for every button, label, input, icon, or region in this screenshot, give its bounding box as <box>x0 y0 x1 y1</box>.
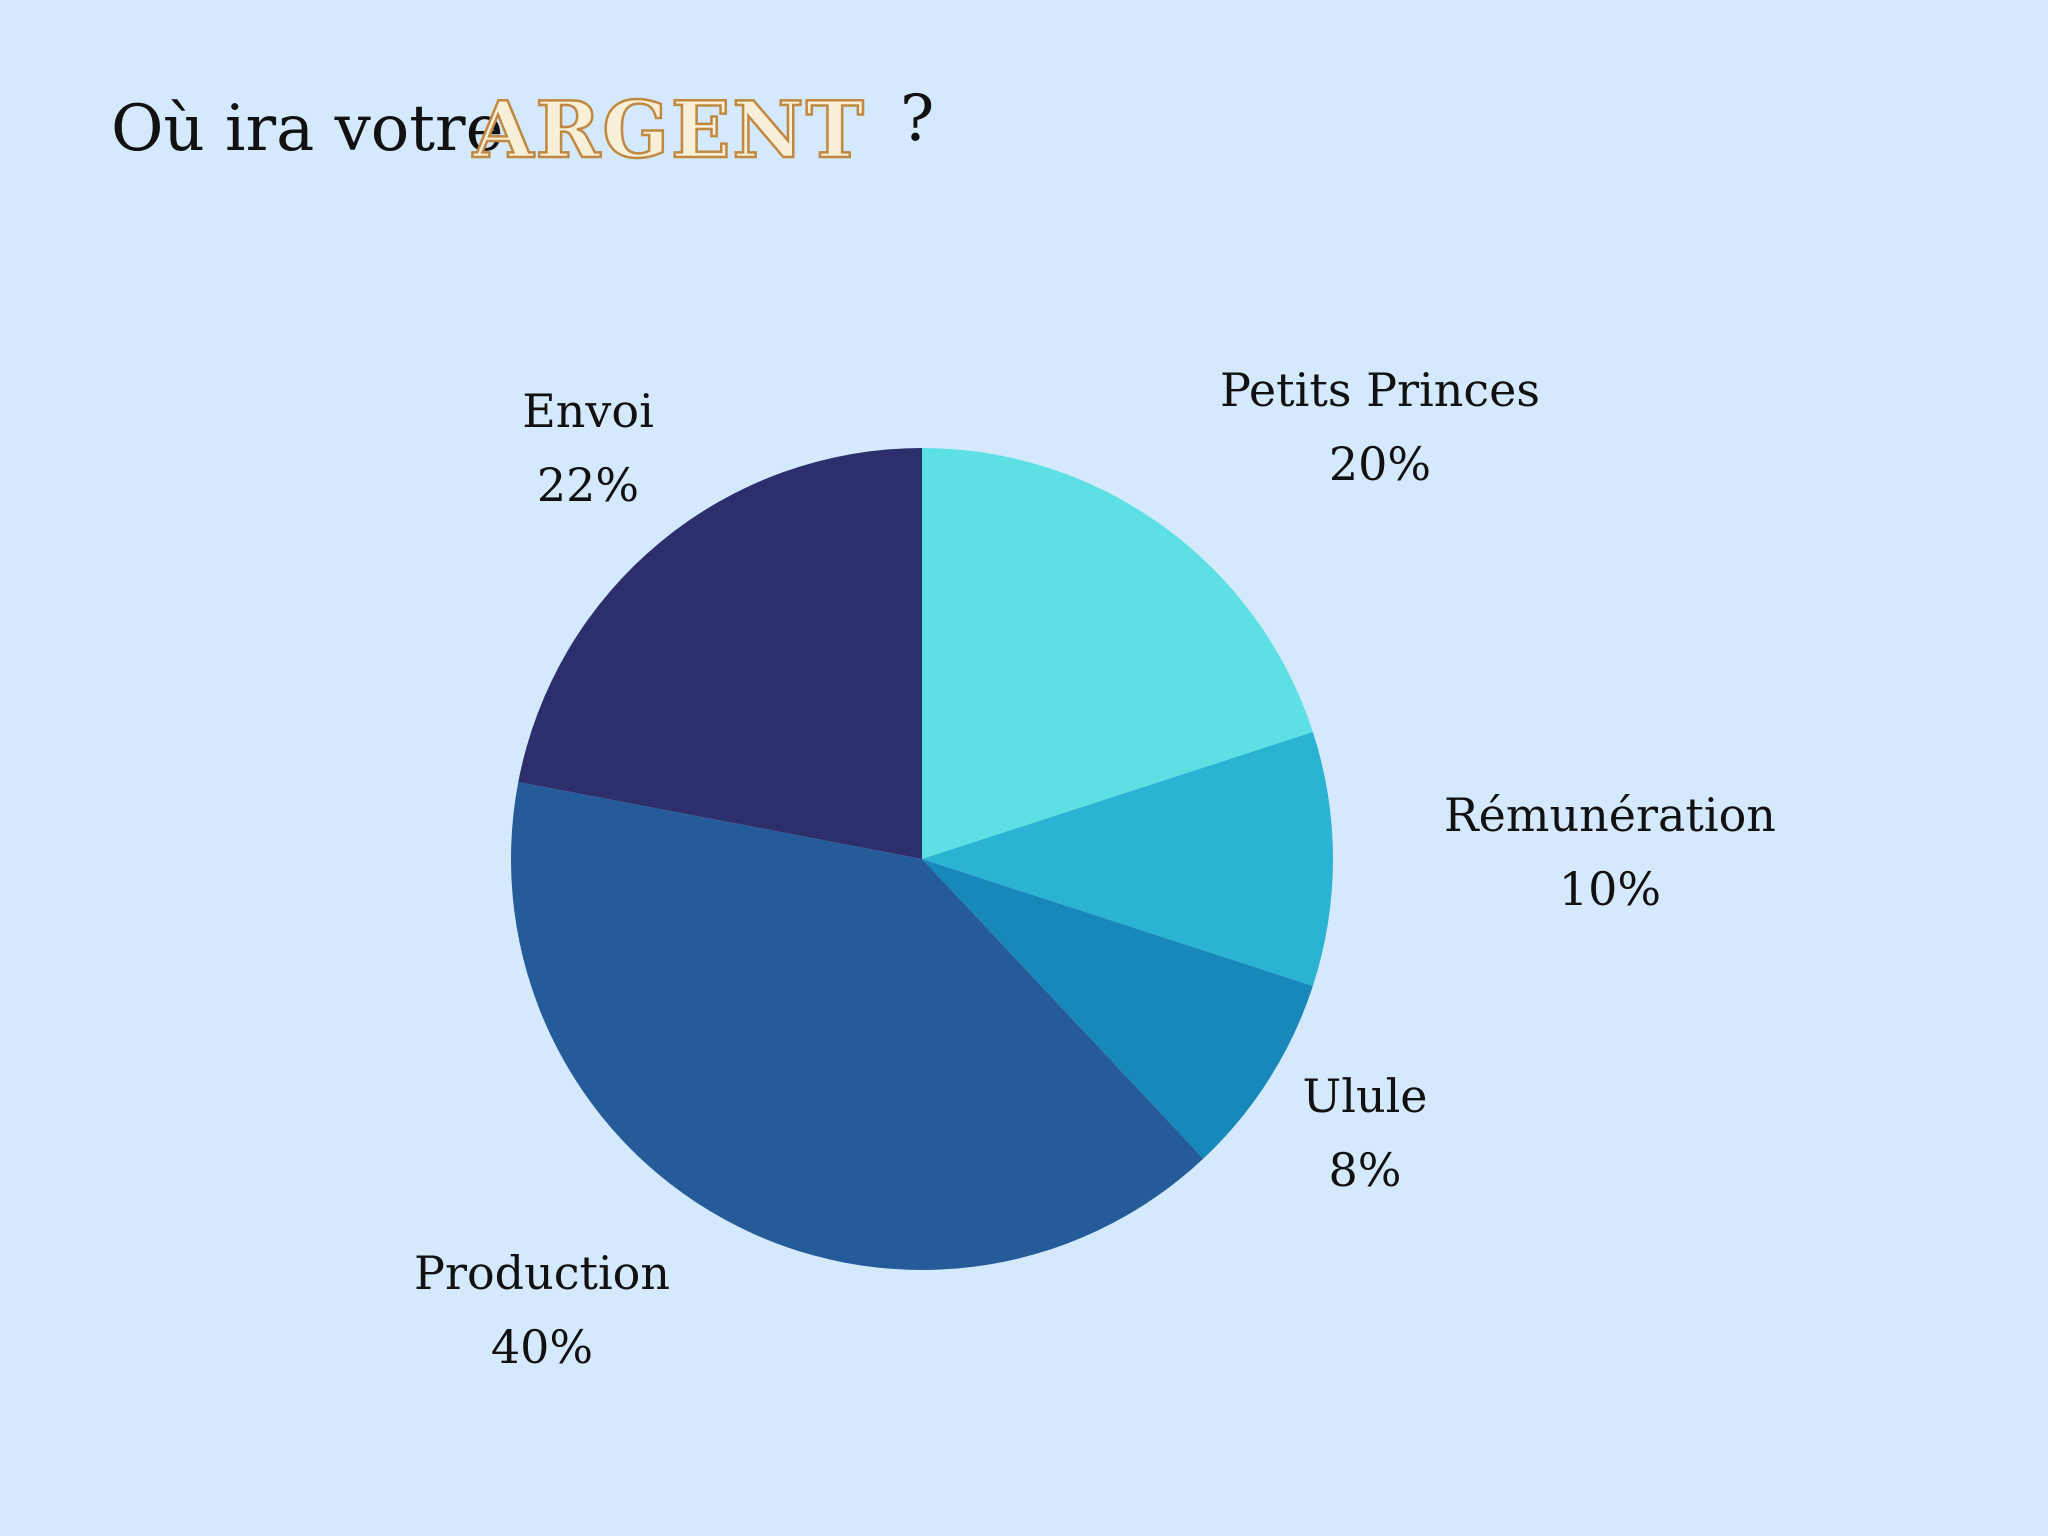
slice-value-label: 22% <box>537 458 639 512</box>
title-highlight: ARGENT <box>472 85 866 176</box>
slice-label: Rémunération <box>1444 788 1776 842</box>
slice-value-label: 10% <box>1559 862 1661 916</box>
slice-label: Ulule <box>1302 1069 1427 1123</box>
pie-slice <box>922 731 1333 987</box>
pie-slice <box>518 448 922 859</box>
title-end: ? <box>900 82 934 156</box>
chart-title: Où ira votre <box>111 92 503 166</box>
pie-slice <box>922 448 1313 859</box>
pie-slice <box>511 781 1204 1270</box>
slice-label: Envoi <box>522 384 654 438</box>
slice-value-label: 8% <box>1329 1143 1402 1197</box>
slice-label: Production <box>414 1246 670 1300</box>
slice-label: Petits Princes <box>1220 363 1540 417</box>
pie-slice <box>922 859 1313 1159</box>
slice-value-label: 20% <box>1329 437 1431 491</box>
slice-value-label: 40% <box>491 1320 593 1374</box>
